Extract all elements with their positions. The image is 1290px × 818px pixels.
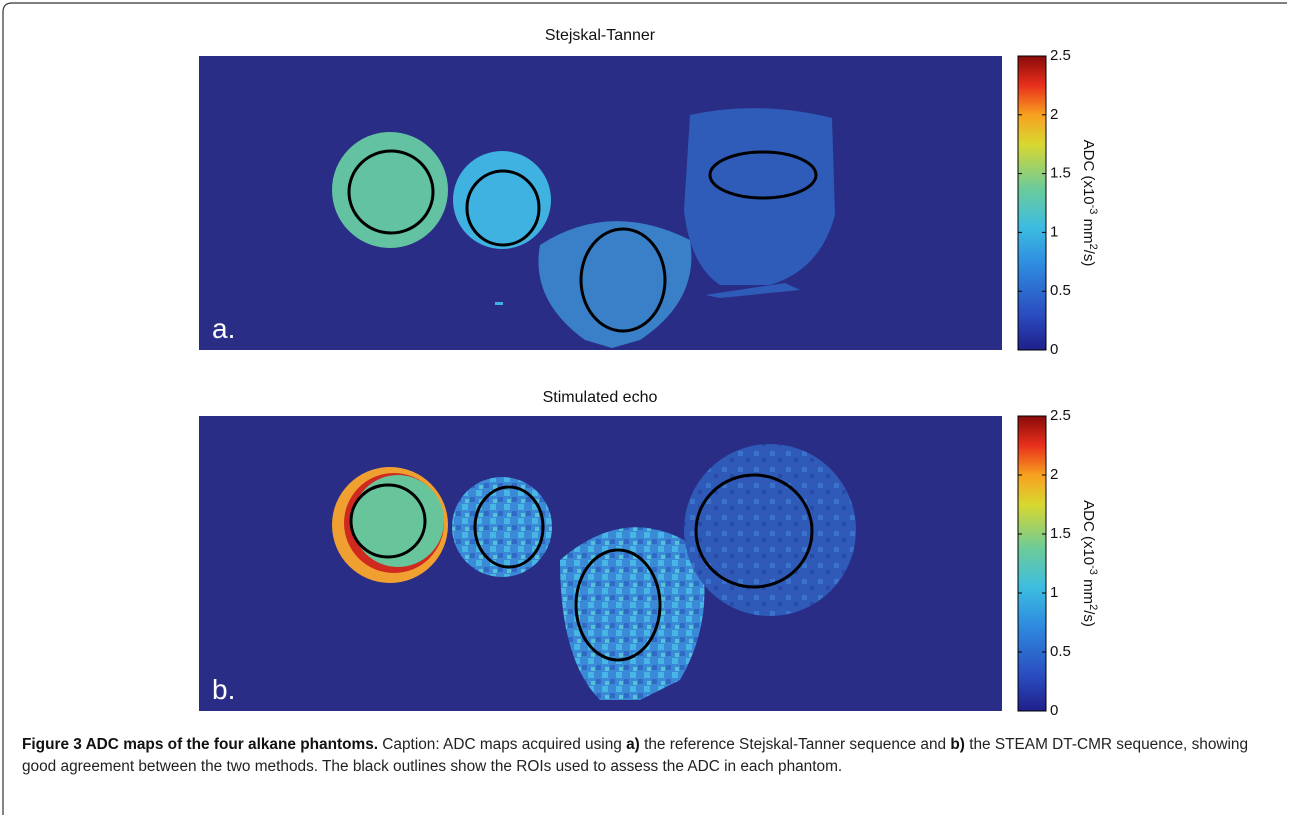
superscript: -3 xyxy=(1087,565,1099,575)
adc-map-a xyxy=(199,56,1002,350)
panel-letter: b. xyxy=(212,674,235,705)
caption-text: Caption: ADC maps acquired using xyxy=(378,736,626,753)
caption: Figure 3 ADC maps of the four alkane pha… xyxy=(22,734,1274,778)
tick-label: 1 xyxy=(1050,223,1058,240)
caption-text: b) xyxy=(950,736,965,753)
colorbar xyxy=(1018,56,1046,350)
colorbar-label: ADC (x10-3 mm2/s) xyxy=(1080,140,1099,267)
tick-label: 0 xyxy=(1050,341,1058,358)
caption-text: a) xyxy=(626,736,640,753)
adc-map-b xyxy=(199,416,1002,711)
label-text: /s) xyxy=(1080,610,1097,627)
tick-label: 2.5 xyxy=(1050,407,1071,424)
caption-text: Figure 3 ADC maps of the four alkane pha… xyxy=(22,736,378,753)
tick-label: 2 xyxy=(1050,106,1058,123)
figure: Stejskal-Tanner a. 0 0.5 1 1.5 2 2.5 ADC (x10-3 … xyxy=(0,0,1290,818)
panel-title: Stejskal-Tanner xyxy=(545,27,656,44)
panel-title: Stimulated echo xyxy=(543,389,658,406)
label-text: mm xyxy=(1080,214,1097,243)
tick-label: 0 xyxy=(1050,702,1058,719)
tick-label: 1 xyxy=(1050,584,1058,601)
tick-label: 1.5 xyxy=(1050,525,1071,542)
colorbar xyxy=(1018,416,1046,711)
tick-label: 0.5 xyxy=(1050,643,1071,660)
label-text: ADC (x10 xyxy=(1080,140,1097,205)
tick-label: 2.5 xyxy=(1050,47,1071,64)
tick-label: 1.5 xyxy=(1050,165,1071,182)
colorbar-label: ADC (x10-3 mm2/s) xyxy=(1080,500,1099,627)
superscript: -3 xyxy=(1087,205,1099,215)
label-text: mm xyxy=(1080,575,1097,604)
label-text: /s) xyxy=(1080,250,1097,267)
page: {"figure": { "panels": [ {"title": "Stej… xyxy=(0,0,1290,818)
tick-label: 2 xyxy=(1050,466,1058,483)
caption-text: the reference Stejskal-Tanner sequence a… xyxy=(640,736,951,753)
tick-label: 0.5 xyxy=(1050,282,1071,299)
panel-letter: a. xyxy=(212,313,235,344)
label-text: ADC (x10 xyxy=(1080,500,1097,565)
